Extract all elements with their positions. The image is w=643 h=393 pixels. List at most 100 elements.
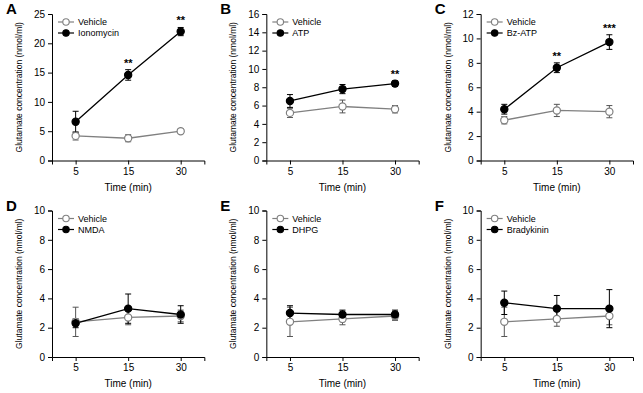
tick: 8 [468,58,481,69]
tick-mark [262,32,266,33]
tick-mark [290,357,291,361]
tick-mark [343,357,344,361]
significance: ** [124,57,133,69]
tick-mark [76,357,77,361]
tick-mark [477,87,481,88]
legend-label: Ionomycin [78,28,119,38]
tick-label: 5 [73,166,79,177]
tick-mark [504,357,505,361]
tick-label: 8 [254,235,260,246]
y-axis: 024681012 [463,9,482,167]
error-bar [178,306,184,324]
error-bar [73,111,79,132]
tick-mark [290,161,291,165]
tick-label: 30 [390,362,402,373]
panel: F024681051530Time (min)Glutamate concent… [435,197,634,390]
panel: E024681051530Time (min)Glutamate concent… [220,197,419,390]
axis-line [48,15,53,162]
tick-mark [262,142,266,143]
point [501,318,508,325]
tick: 30 [176,357,188,373]
tick-mark [609,357,610,361]
tick-label: 25 [34,9,46,20]
significance: *** [603,22,617,34]
tick: 5 [502,161,508,177]
tick-mark [477,112,481,113]
error-bar [340,100,346,113]
tick: 10 [248,64,266,75]
data [501,35,613,124]
point [72,118,79,125]
tick: 0 [39,352,52,363]
tick-label: 5 [288,166,294,177]
legend-label: Vehicle [78,17,107,27]
tick-label: 4 [468,106,474,117]
tick-label: 30 [176,166,188,177]
point [125,71,132,78]
tick-mark [262,69,266,70]
series-line [76,32,181,122]
tick: 25 [34,9,52,20]
tick: 10 [34,97,52,108]
panel-label: F [435,197,444,214]
tick: 10 [248,205,266,216]
tick-label: 30 [390,166,402,177]
tick-mark [48,73,52,74]
legend-marker [491,30,497,36]
significance: ** [553,50,562,62]
tick-mark [477,63,481,64]
axis-line [262,211,267,358]
tick-label: 10 [34,97,46,108]
legend: VehicleBz-ATP [487,17,537,38]
error-bar [125,135,131,142]
tick-label: 15 [337,362,349,373]
panel: D024681051530Time (min)Glutamate concent… [6,197,205,390]
tick: 0 [254,352,267,363]
tick: 4 [39,293,52,304]
legend: VehicleNMDA [58,214,107,235]
tick-mark [262,51,266,52]
point [606,305,613,312]
tick-label: 10 [34,205,46,216]
tick: 5 [288,357,294,373]
tick-label: 6 [254,264,260,275]
error-bar [392,310,398,319]
tick-mark [48,43,52,44]
tick-mark [262,298,266,299]
tick-mark [262,124,266,125]
x-axis: 51530 [481,357,633,373]
tick: 6 [254,264,267,275]
legend: VehicleATP [272,17,321,38]
tick-label: 12 [248,45,260,56]
tick-label: 16 [248,9,260,20]
tick-label: 6 [468,82,474,93]
tick-label: 15 [337,166,349,177]
tick: 15 [337,161,349,177]
tick-mark [609,161,610,165]
tick-label: 14 [248,27,260,38]
tick-mark [262,14,266,15]
panel-label: D [6,197,17,214]
tick-mark [477,161,481,162]
tick-mark [557,161,558,165]
tick-mark [477,136,481,137]
panel: B024681012141651530Time (min)Glutamate c… [220,0,419,193]
legend-label: Bz-ATP [507,28,537,38]
tick-mark [128,161,129,165]
plot: 024681051530Time (min)Glutamate concentr… [443,205,634,389]
y-axis-title: Glutamate concentration (nmol/ml) [228,22,238,153]
point [177,28,184,35]
tick-label: 2 [39,322,45,333]
point [606,38,613,45]
point [553,107,560,114]
tick-label: 0 [39,155,45,166]
legend-label: Vehicle [507,17,536,27]
legend-label: DHPG [292,225,318,235]
point [553,64,560,71]
y-axis: 0246810 [463,205,482,363]
data [286,306,398,337]
tick: 5 [73,357,79,373]
tick: 4 [254,293,267,304]
y-axis: 0246810 [34,205,53,363]
error-bar [501,291,507,314]
